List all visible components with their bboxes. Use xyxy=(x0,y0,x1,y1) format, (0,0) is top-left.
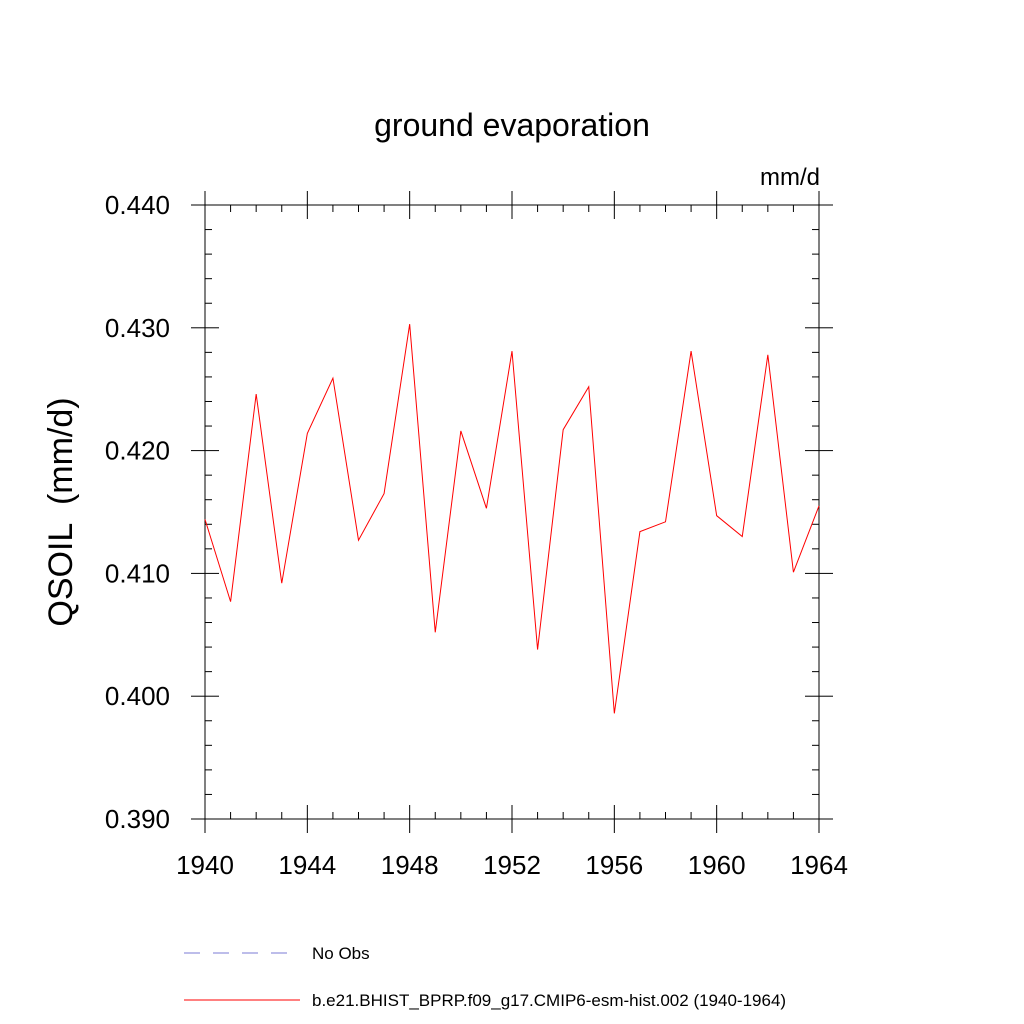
y-tick-label: 0.430 xyxy=(105,313,170,343)
legend-label-model: b.e21.BHIST_BPRP.f09_g17.CMIP6-esm-hist.… xyxy=(312,991,786,1010)
legend-label-no-obs: No Obs xyxy=(312,944,370,963)
y-tick-label: 0.400 xyxy=(105,681,170,711)
series-line xyxy=(204,324,820,714)
units-label: mm/d xyxy=(760,164,820,191)
x-tick-label: 1960 xyxy=(688,850,746,880)
y-tick-label: 0.440 xyxy=(105,190,170,220)
series-group xyxy=(204,324,820,714)
plot-frame xyxy=(204,204,820,820)
x-axis: 1940 1944 1948 1952 1956 1960 1964 xyxy=(176,191,848,880)
x-tick-label: 1952 xyxy=(483,850,541,880)
x-tick-label: 1964 xyxy=(790,850,848,880)
y-axis: 0.390 0.400 0.410 0.420 0.430 0.440 xyxy=(105,190,833,834)
x-tick-label: 1948 xyxy=(381,850,439,880)
x-tick-label: 1944 xyxy=(278,850,336,880)
x-tick-label: 1956 xyxy=(585,850,643,880)
y-tick-label: 0.410 xyxy=(105,558,170,588)
y-tick-label: 0.390 xyxy=(105,804,170,834)
chart-title: ground evaporation xyxy=(374,107,650,143)
y-tick-label: 0.420 xyxy=(105,436,170,466)
x-tick-label: 1940 xyxy=(176,850,234,880)
y-axis-label: QSOIL (mm/d) xyxy=(42,397,80,626)
